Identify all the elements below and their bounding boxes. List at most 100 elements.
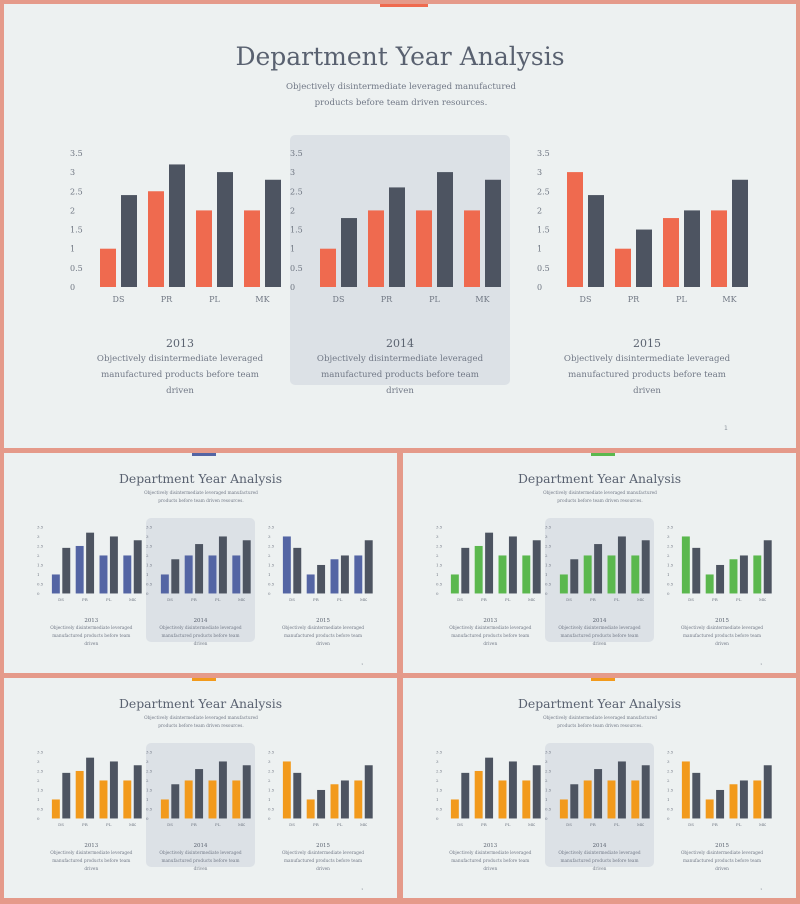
y-tick-label: 0 [667,816,670,821]
y-tick-label: 1 [37,797,40,802]
y-tick-label: 0.5 [268,806,275,811]
bar-pl-series-2 [217,172,233,287]
y-tick-label: 1 [146,572,149,577]
x-tick-label: PL [429,295,440,304]
y-tick-label: 2.5 [436,543,443,548]
x-tick-label: PL [737,597,743,602]
bar-pr-series-2 [195,544,203,594]
y-tick-label: 0.5 [667,806,674,811]
x-tick-label: DS [689,597,695,602]
x-tick-label: MK [238,822,246,827]
bar-mk-series-2 [265,179,281,287]
y-tick-label: 3 [436,759,439,764]
bar-pr-series-2 [594,769,602,819]
bar-pl-series-2 [508,536,517,594]
slide-accent-mark [380,4,428,7]
bar-chart-2014: 0 0.5 1 1.5 2 2.5 3 3.5 DS PR PL MK [146,749,251,827]
x-tick-label: PL [737,822,743,827]
bar-mk-series-2 [365,765,374,819]
x-tick-label: MK [722,295,737,304]
y-tick-label: 0 [146,816,149,821]
bar-ds-series-1 [100,248,116,287]
bar-pr-series-1 [75,770,84,819]
chart-panel-2015: 0 0.5 1 1.5 2 2.5 3 3.5 DS PR PL MK 2015 Objectively … [667,518,776,647]
y-tick-label: 3 [545,534,548,539]
y-tick-label: 0 [268,591,271,596]
bar-pr-series-1 [307,574,316,594]
y-tick-label: 1 [545,572,548,577]
y-tick-label: 3.5 [37,749,44,754]
bar-pl-series-1 [99,780,108,819]
x-tick-label: DS [566,597,572,602]
slide-accent-mark [192,678,216,681]
chart-panel-2015: 0 0.5 1 1.5 2 2.5 3 3.5 DS PR PL MK 2015 Objectively … [268,743,377,872]
slide-2[interactable]: Department Year Analysis Objectively disi… [4,453,397,673]
x-tick-label: DS [167,822,173,827]
y-tick-label: 0.5 [436,581,443,586]
y-tick-label: 2.5 [268,543,275,548]
slide-subtitle: Objectively disintermediate leveraged ma… [543,716,657,730]
bar-pr-series-1 [368,210,384,287]
x-tick-label: PR [590,597,597,602]
slide-subtitle: Objectively disintermediate leveraged ma… [144,716,258,730]
x-tick-label: PL [614,822,620,827]
bar-chart-2013: 0 0.5 1 1.5 2 2.5 3 3.5 DS PR PL MK [70,149,281,304]
x-tick-label: DS [457,822,463,827]
x-tick-label: PR [628,295,640,304]
y-tick-label: 0 [37,591,40,596]
slide-subtitle: Objectively disintermediate leveraged ma… [285,82,517,108]
slide-3[interactable]: Department Year Analysis Objectively disi… [403,453,796,673]
y-tick-label: 1 [436,572,439,577]
x-tick-label: MK [759,597,767,602]
y-tick-label: 3 [667,534,670,539]
y-tick-label: 1.5 [290,226,303,235]
y-tick-label: 1 [268,797,271,802]
bar-pr-series-2 [195,769,203,819]
chart-panel-2013: 0 0.5 1 1.5 2 2.5 3 3.5 DS PR PL MK 2013 Objectively … [436,518,545,647]
chart-panel-2014: 0 0.5 1 1.5 2 2.5 3 3.5 DS PR PL MK 2014 Objectively … [544,518,655,647]
x-tick-label: PR [191,597,198,602]
bar-pr-series-1 [474,770,483,819]
y-tick-label: 0.5 [667,581,674,586]
x-tick-label: DS [290,597,296,602]
bar-ds-series-2 [461,547,469,594]
y-tick-label: 2 [667,553,670,558]
y-tick-label: 1.5 [146,562,153,567]
bar-pr-series-2 [317,789,326,819]
bar-pl-series-1 [416,210,432,287]
slide-5[interactable]: Department Year Analysis Objectively disi… [403,678,796,898]
slide-4[interactable]: Department Year Analysis Objectively disi… [4,678,397,898]
y-tick-label: 2 [537,206,542,215]
x-tick-label: DS [58,822,64,827]
y-tick-label: 0 [537,283,542,292]
bar-pr-series-2 [85,532,94,594]
bar-pl-series-2 [684,210,700,287]
x-tick-label: MK [360,597,368,602]
x-tick-label: PR [191,822,198,827]
chart-year: 2015 [316,617,330,624]
y-tick-label: 2 [146,778,149,783]
y-tick-label: 1.5 [537,226,550,235]
x-tick-label: DS [113,295,125,304]
slide-1[interactable]: Department Year Analysis Objectively disi… [4,4,796,448]
bar-mk-series-2 [242,765,251,819]
bar-chart-2015: 0 0.5 1 1.5 2 2.5 3 3.5 DS PR PL MK [537,149,748,304]
x-tick-label: PL [338,597,344,602]
x-tick-label: DS [58,597,64,602]
bar-ds-series-2 [121,195,137,287]
page-number: 1 [361,886,364,891]
x-tick-label: PR [713,597,720,602]
x-tick-label: PR [161,295,173,304]
bar-ds-series-1 [567,172,583,287]
bar-ds-series-2 [570,784,579,819]
x-tick-label: MK [637,597,645,602]
chart-panel-2013: 0 0.5 1 1.5 2 2.5 3 3.5 DS PR PL MK 2013 Objectively … [70,135,290,396]
bar-mk-series-2 [133,540,142,594]
x-tick-label: DS [689,822,695,827]
y-tick-label: 1.5 [667,787,674,792]
bar-ds-series-2 [62,547,70,594]
y-tick-label: 0 [545,591,548,596]
bar-pr-series-2 [85,757,94,819]
y-tick-label: 0 [436,591,439,596]
slide-title: Department Year Analysis [118,695,283,711]
